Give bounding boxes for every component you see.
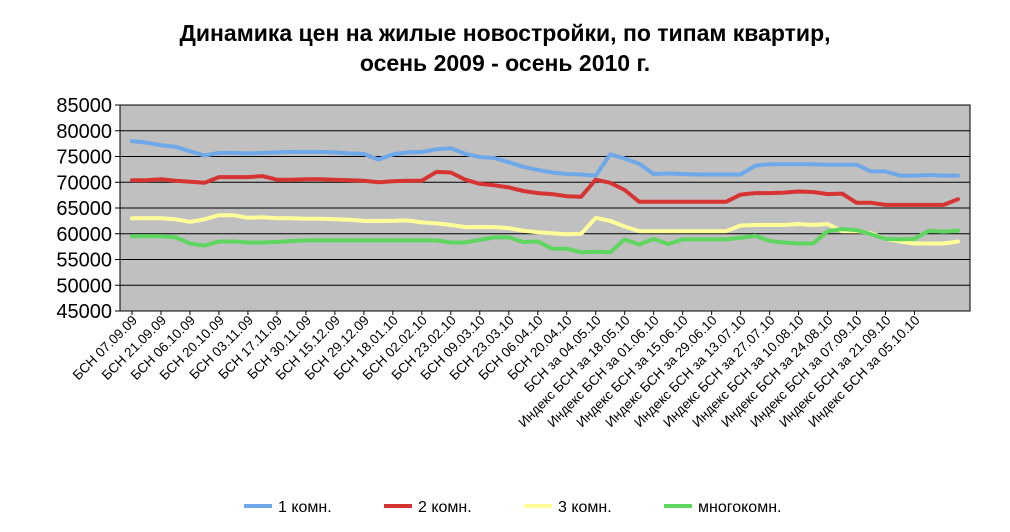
- y-tick-label: 75000: [56, 147, 112, 169]
- y-tick-label: 60000: [56, 224, 112, 246]
- y-axis: 45000 50000 55000 60000 65000 70000 75000 80000…: [56, 95, 120, 323]
- y-tick-label: 70000: [56, 172, 112, 194]
- chart-subtitle: осень 2009 - осень 2010 г.: [360, 50, 650, 76]
- legend: 1 комн. 2 комн. 3 комн. многокомн.: [244, 499, 781, 516]
- series-line-0: [130, 139, 960, 178]
- chart-title: Динамика цен на жилые новостройки, по ти…: [179, 20, 830, 46]
- legend-label-2: 3 комн.: [558, 499, 612, 516]
- series-line-3: [130, 227, 960, 255]
- series-lines: [130, 139, 960, 255]
- y-tick-label: 85000: [56, 95, 112, 117]
- y-tick-label: 80000: [56, 121, 112, 143]
- series-line-1: [130, 169, 960, 207]
- y-tick-label: 50000: [56, 275, 112, 297]
- legend-label-1: 2 комн.: [418, 499, 472, 516]
- series-line-2: [130, 213, 960, 246]
- y-tick-label: 55000: [56, 250, 112, 272]
- legend-label-3: многокомн.: [698, 499, 781, 516]
- y-tick-label: 45000: [56, 301, 112, 323]
- legend-label-0: 1 комн.: [278, 499, 332, 516]
- y-tick-label: 65000: [56, 198, 112, 220]
